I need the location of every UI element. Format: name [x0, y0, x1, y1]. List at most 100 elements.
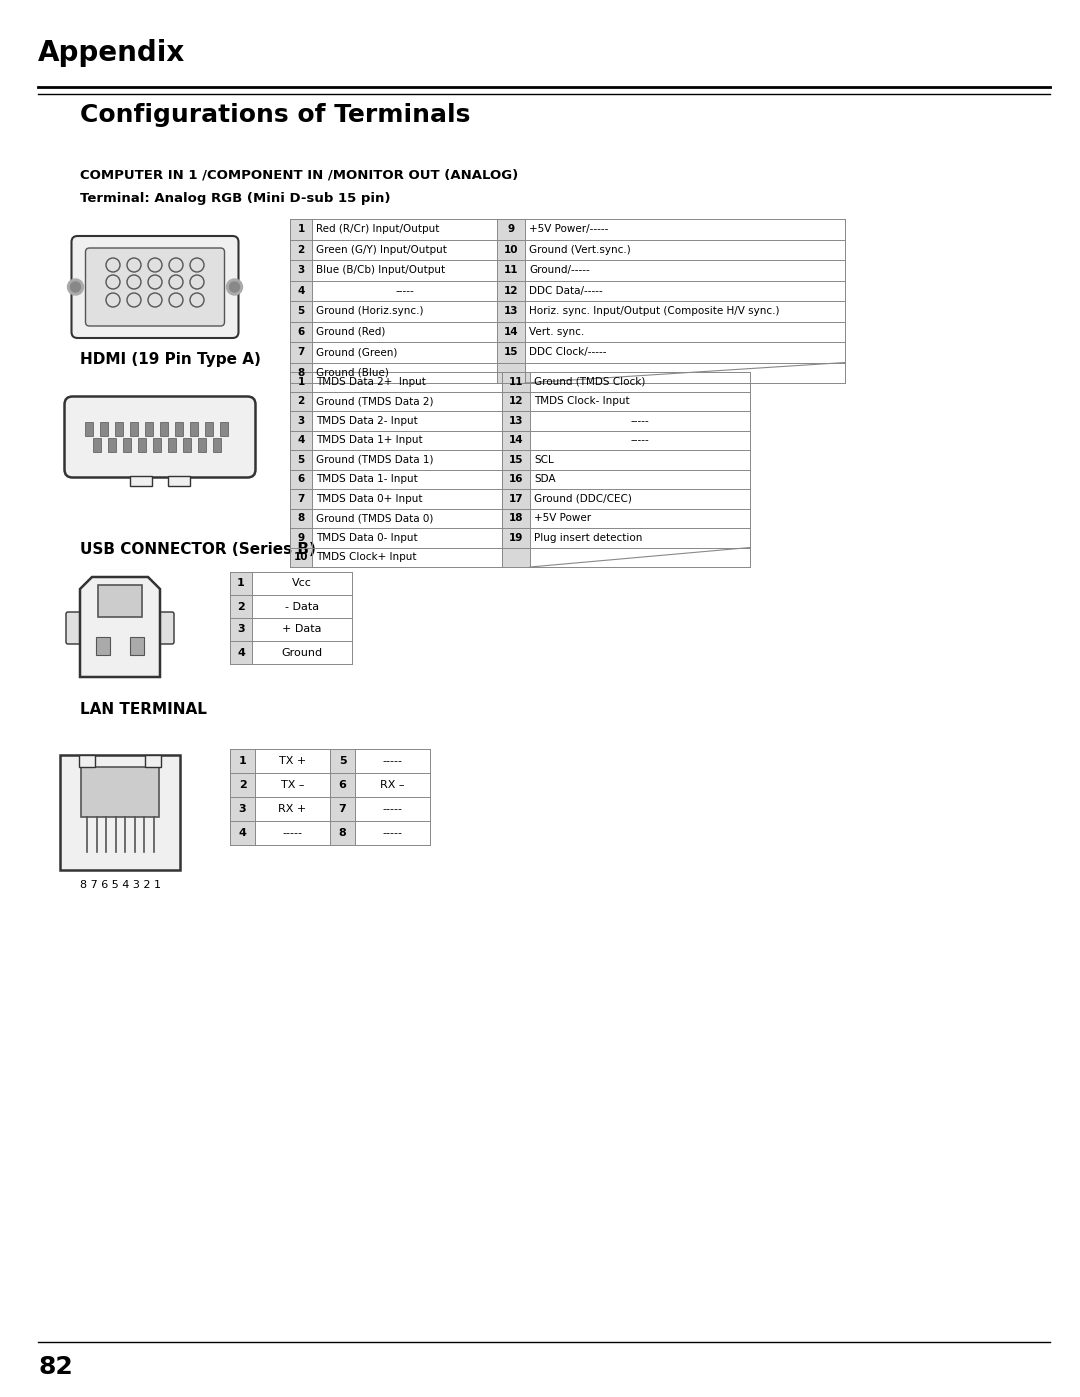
Text: Horiz. sync. Input/Output (Composite H/V sync.): Horiz. sync. Input/Output (Composite H/V…	[529, 306, 780, 316]
Text: -----: -----	[382, 756, 403, 766]
Text: 13: 13	[503, 306, 518, 316]
Text: 10: 10	[503, 244, 518, 254]
Text: Blue (B/Cb) Input/Output: Blue (B/Cb) Input/Output	[316, 265, 445, 275]
Circle shape	[229, 282, 240, 292]
Text: TMDS Data 1- Input: TMDS Data 1- Input	[316, 474, 418, 485]
Text: 5: 5	[297, 455, 305, 465]
Text: Vcc: Vcc	[292, 578, 312, 588]
Bar	[502, 450, 530, 469]
Bar	[230, 595, 252, 617]
Text: 7: 7	[297, 348, 305, 358]
Bar	[230, 798, 255, 821]
Text: 3: 3	[297, 416, 305, 426]
Text: 17: 17	[509, 493, 524, 504]
Text: Ground/-----: Ground/-----	[529, 265, 590, 275]
Bar	[497, 281, 525, 300]
Text: USB CONNECTOR (Series B): USB CONNECTOR (Series B)	[80, 542, 315, 557]
Polygon shape	[80, 577, 160, 678]
Text: 6: 6	[338, 780, 347, 789]
Bar	[502, 509, 530, 528]
Text: Plug insert detection: Plug insert detection	[534, 532, 643, 543]
Bar	[230, 641, 252, 664]
Text: 4: 4	[238, 647, 245, 658]
Bar	[497, 219, 525, 239]
Text: COMPUTER IN 1 /COMPONENT IN /MONITOR OUT (ANALOG): COMPUTER IN 1 /COMPONENT IN /MONITOR OUT…	[80, 169, 518, 182]
Text: -----: -----	[395, 286, 414, 296]
Circle shape	[168, 275, 183, 289]
Bar	[230, 773, 255, 798]
Text: 2: 2	[297, 244, 305, 254]
Text: 82: 82	[38, 1355, 72, 1379]
Text: 1: 1	[297, 225, 305, 235]
Circle shape	[227, 279, 243, 295]
Text: 8: 8	[297, 513, 305, 524]
Circle shape	[127, 293, 141, 307]
Bar	[497, 321, 525, 342]
Bar	[330, 773, 355, 798]
Bar	[114, 422, 122, 436]
Bar	[502, 528, 530, 548]
Text: Terminal: Analog RGB (Mini D-sub 15 pin): Terminal: Analog RGB (Mini D-sub 15 pin)	[80, 191, 391, 205]
Text: 10: 10	[294, 552, 308, 562]
Text: TMDS Data 1+ Input: TMDS Data 1+ Input	[316, 436, 422, 446]
Bar	[130, 637, 144, 655]
Bar	[291, 342, 312, 362]
Text: Ground (DDC/CEC): Ground (DDC/CEC)	[534, 493, 632, 504]
Text: 8 7 6 5 4 3 2 1: 8 7 6 5 4 3 2 1	[80, 880, 161, 890]
FancyBboxPatch shape	[65, 397, 256, 478]
Bar	[84, 422, 93, 436]
Circle shape	[190, 275, 204, 289]
Text: Ground (Blue): Ground (Blue)	[316, 367, 389, 377]
FancyBboxPatch shape	[85, 249, 225, 326]
Text: 1: 1	[239, 756, 246, 766]
Text: DDC Clock/-----: DDC Clock/-----	[529, 348, 607, 358]
Text: 13: 13	[509, 416, 523, 426]
Text: 15: 15	[503, 348, 518, 358]
Text: -----: -----	[382, 828, 403, 838]
Text: Ground (TMDS Data 1): Ground (TMDS Data 1)	[316, 455, 433, 465]
Text: -----: -----	[631, 416, 649, 426]
Bar	[291, 372, 312, 391]
Bar	[502, 430, 530, 450]
Text: 15: 15	[509, 455, 523, 465]
Bar	[219, 422, 228, 436]
Bar	[502, 372, 530, 391]
Bar	[145, 754, 161, 767]
Text: Red (R/Cr) Input/Output: Red (R/Cr) Input/Output	[316, 225, 440, 235]
Bar	[168, 475, 190, 486]
Text: 1: 1	[297, 377, 305, 387]
Text: Configurations of Terminals: Configurations of Terminals	[80, 103, 471, 127]
Text: SDA: SDA	[534, 474, 555, 485]
Bar	[145, 422, 152, 436]
Bar	[167, 439, 175, 453]
Text: 12: 12	[509, 397, 523, 407]
Bar	[213, 439, 220, 453]
Text: Ground (TMDS Clock): Ground (TMDS Clock)	[534, 377, 646, 387]
Text: TX +: TX +	[279, 756, 306, 766]
Bar	[291, 430, 312, 450]
Text: +5V Power: +5V Power	[534, 513, 591, 524]
Bar	[152, 439, 161, 453]
Bar	[79, 754, 95, 767]
Bar	[330, 821, 355, 845]
Text: TMDS Data 2+  Input: TMDS Data 2+ Input	[316, 377, 426, 387]
Bar	[291, 411, 312, 430]
Circle shape	[190, 293, 204, 307]
Text: 11: 11	[509, 377, 523, 387]
Text: 3: 3	[239, 805, 246, 814]
Circle shape	[127, 258, 141, 272]
Text: 2: 2	[238, 602, 245, 612]
Text: 5: 5	[339, 756, 347, 766]
Bar	[60, 754, 180, 869]
Bar	[502, 469, 530, 489]
Bar	[330, 749, 355, 773]
Text: 1: 1	[238, 578, 245, 588]
Bar	[291, 260, 312, 281]
Bar	[183, 439, 190, 453]
Bar	[497, 362, 525, 383]
Text: -----: -----	[631, 436, 649, 446]
Circle shape	[106, 275, 120, 289]
Text: 7: 7	[339, 805, 347, 814]
FancyBboxPatch shape	[71, 236, 239, 338]
Bar	[291, 450, 312, 469]
